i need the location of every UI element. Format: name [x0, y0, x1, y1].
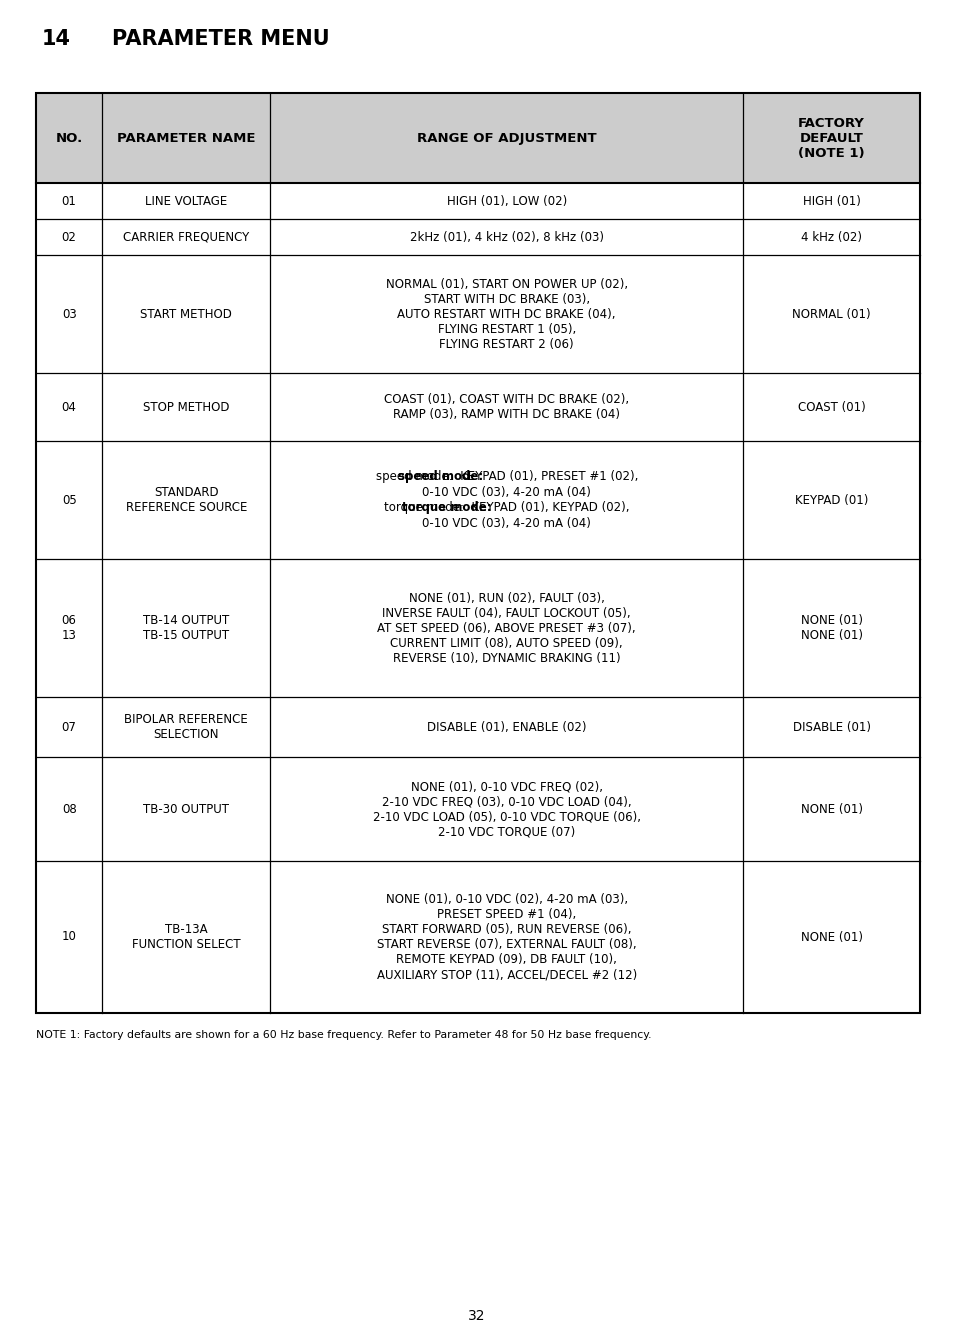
Text: TB-14 OUTPUT
TB-15 OUTPUT: TB-14 OUTPUT TB-15 OUTPUT [143, 614, 229, 642]
Text: STANDARD
REFERENCE SOURCE: STANDARD REFERENCE SOURCE [126, 485, 247, 514]
Text: 32: 32 [468, 1309, 485, 1324]
Text: NONE (01)
NONE (01): NONE (01) NONE (01) [800, 614, 862, 642]
Bar [36, 93, 919, 182]
Text: FACTORY
DEFAULT
(NOTE 1): FACTORY DEFAULT (NOTE 1) [798, 117, 864, 160]
Text: TB-13A
FUNCTION SELECT: TB-13A FUNCTION SELECT [132, 923, 240, 951]
Text: 4 kHz (02): 4 kHz (02) [801, 231, 862, 244]
Text: speed mode:: speed mode: [397, 471, 482, 483]
Text: 0-10 VDC (03), 4-20 mA (04): 0-10 VDC (03), 4-20 mA (04) [422, 516, 591, 530]
Text: HIGH (01): HIGH (01) [801, 194, 860, 208]
Text: DISABLE (01): DISABLE (01) [792, 720, 870, 734]
Text: 03: 03 [62, 307, 76, 320]
Text: COAST (01), COAST WITH DC BRAKE (02),
RAMP (03), RAMP WITH DC BRAKE (04): COAST (01), COAST WITH DC BRAKE (02), RA… [384, 393, 629, 421]
Text: HIGH (01), LOW (02): HIGH (01), LOW (02) [446, 194, 566, 208]
Text: 02: 02 [62, 231, 76, 244]
Text: PARAMETER MENU: PARAMETER MENU [112, 30, 330, 50]
Text: NONE (01), 0-10 VDC FREQ (02),
2-10 VDC FREQ (03), 0-10 VDC LOAD (04),
2-10 VDC : NONE (01), 0-10 VDC FREQ (02), 2-10 VDC … [373, 780, 640, 838]
Text: KEYPAD (01): KEYPAD (01) [794, 493, 867, 507]
Text: 07: 07 [62, 720, 76, 734]
Text: TB-30 OUTPUT: TB-30 OUTPUT [143, 802, 229, 815]
Text: START METHOD: START METHOD [140, 307, 232, 320]
Text: 06
13: 06 13 [62, 614, 76, 642]
Text: 01: 01 [62, 194, 76, 208]
Text: LINE VOLTAGE: LINE VOLTAGE [145, 194, 227, 208]
Text: 14: 14 [42, 30, 71, 50]
Text: torque mode:  KEYPAD (01), KEYPAD (02),: torque mode: KEYPAD (01), KEYPAD (02), [383, 502, 629, 514]
Text: 08: 08 [62, 802, 76, 815]
Text: NONE (01): NONE (01) [800, 931, 862, 944]
Text: 0-10 VDC (03), 4-20 mA (04): 0-10 VDC (03), 4-20 mA (04) [422, 485, 591, 499]
Text: DISABLE (01), ENABLE (02): DISABLE (01), ENABLE (02) [427, 720, 586, 734]
Text: RANGE OF ADJUSTMENT: RANGE OF ADJUSTMENT [416, 131, 596, 145]
Text: COAST (01): COAST (01) [797, 401, 864, 413]
Text: NONE (01): NONE (01) [800, 802, 862, 815]
Text: 04: 04 [62, 401, 76, 413]
Text: speed mode:  KEYPAD (01), PRESET #1 (02),: speed mode: KEYPAD (01), PRESET #1 (02), [375, 471, 638, 483]
Text: torque mode:: torque mode: [402, 502, 492, 514]
Bar [36, 93, 919, 1012]
Text: NORMAL (01), START ON POWER UP (02),
START WITH DC BRAKE (03),
AUTO RESTART WITH: NORMAL (01), START ON POWER UP (02), STA… [385, 278, 627, 350]
Text: PARAMETER NAME: PARAMETER NAME [117, 131, 255, 145]
Text: 05: 05 [62, 493, 76, 507]
Text: NO.: NO. [55, 131, 83, 145]
Text: NORMAL (01): NORMAL (01) [791, 307, 870, 320]
Text: STOP METHOD: STOP METHOD [143, 401, 230, 413]
Text: 2kHz (01), 4 kHz (02), 8 kHz (03): 2kHz (01), 4 kHz (02), 8 kHz (03) [409, 231, 603, 244]
Text: CARRIER FREQUENCY: CARRIER FREQUENCY [123, 231, 249, 244]
Text: NOTE 1: Factory defaults are shown for a 60 Hz base frequency. Refer to Paramete: NOTE 1: Factory defaults are shown for a… [36, 1030, 651, 1041]
Text: 10: 10 [62, 931, 76, 944]
Text: NONE (01), 0-10 VDC (02), 4-20 mA (03),
PRESET SPEED #1 (04),
START FORWARD (05): NONE (01), 0-10 VDC (02), 4-20 mA (03), … [376, 893, 637, 982]
Text: NONE (01), RUN (02), FAULT (03),
INVERSE FAULT (04), FAULT LOCKOUT (05),
AT SET : NONE (01), RUN (02), FAULT (03), INVERSE… [377, 591, 636, 665]
Text: BIPOLAR REFERENCE
SELECTION: BIPOLAR REFERENCE SELECTION [124, 713, 248, 742]
